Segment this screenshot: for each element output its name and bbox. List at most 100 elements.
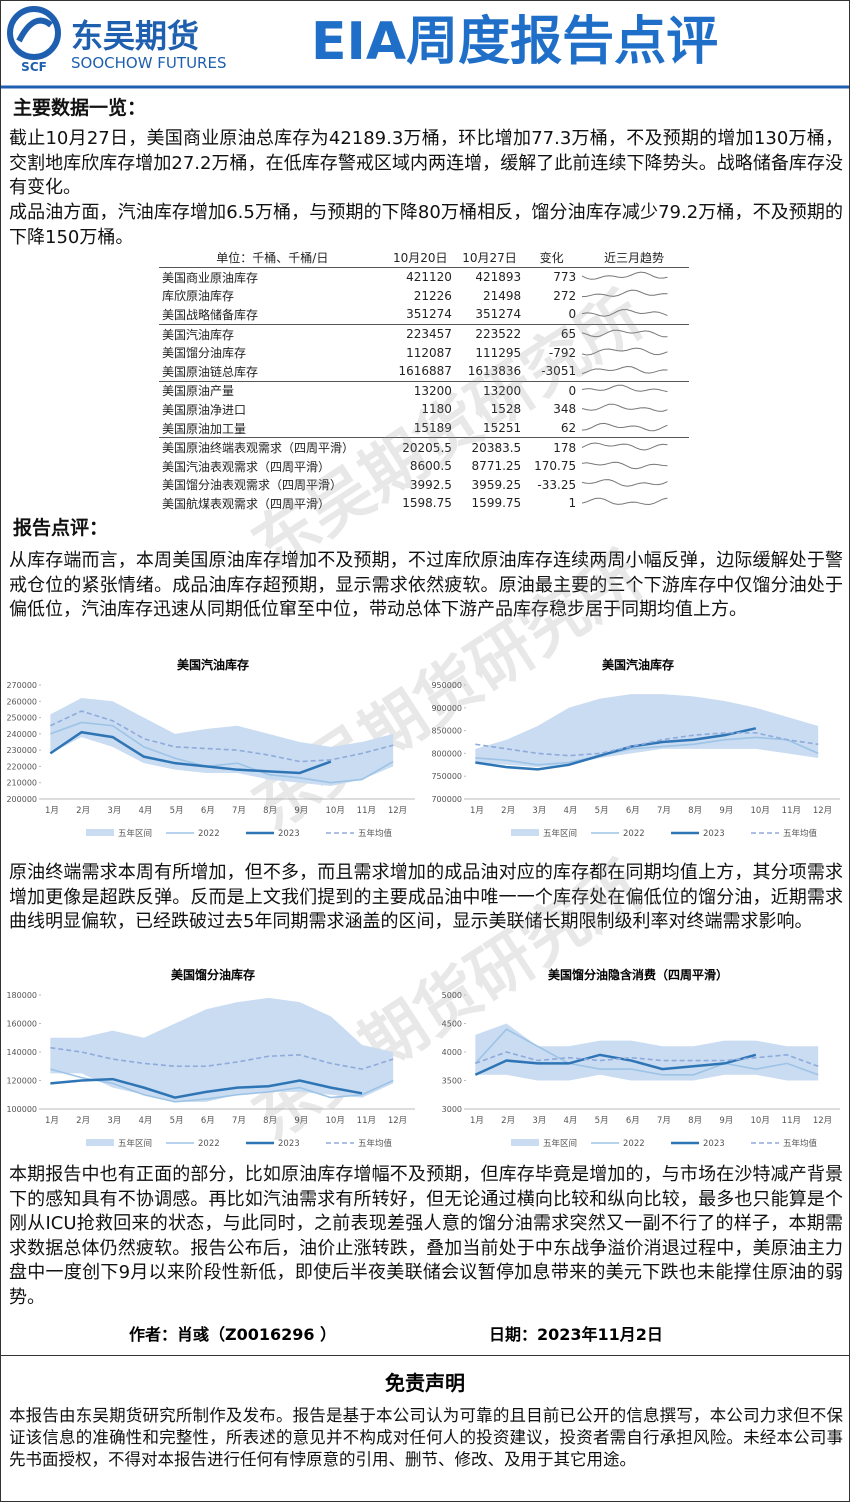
x-tick-label: 1月 (470, 806, 484, 816)
cell-number: 13200 (482, 383, 522, 398)
cell-sparkline (579, 381, 689, 400)
cell-number: 3992.5 (409, 477, 452, 492)
cell-number: 272 (553, 288, 577, 303)
cell-number: 20205.5 (402, 440, 452, 455)
cell-number: 773 (553, 270, 577, 285)
cell-number: 111295 (475, 345, 522, 360)
cell-label: 美国原油净进口 (162, 402, 247, 417)
table-header-row: 单位：千桶、千桶/日 10月20日 10月27日 变化 近三月趋势 (159, 247, 689, 268)
sparkline (581, 442, 668, 451)
cell-number: 1613836 (454, 361, 525, 382)
sparkline (581, 497, 668, 505)
chart-title: 美国馏分油隐含消费（四周平滑） (548, 967, 728, 982)
cell-sparkline (579, 438, 689, 457)
paragraph: 从库存端而言，本周美国原油库存增加不及预期，不过库欣原油库存连续两周小幅反弹，边… (9, 550, 843, 620)
x-tick-label: 7月 (232, 806, 246, 816)
footer-rule (1, 1355, 849, 1356)
cell-sparkline (579, 287, 689, 306)
x-tick-label: 12月 (388, 1116, 407, 1126)
column-header: 10月20日 (385, 247, 455, 268)
cell-number: 223457 (406, 327, 452, 342)
sparkline (581, 403, 668, 412)
legend-label: 2022 (198, 829, 220, 839)
author: 作者：肖彧（Z0016296 ） (129, 1325, 337, 1344)
column-header: 单位：千桶、千桶/日 (159, 247, 386, 268)
sparkline-path (581, 365, 668, 374)
cell-label: 美国原油终端表观需求（四周平滑） (162, 441, 355, 456)
table-row: 美国战略储备库存 351274 351274 0 (159, 305, 689, 325)
cell-sparkline (579, 268, 689, 287)
y-tick-label: 220000 (6, 762, 37, 771)
sparkline-path (582, 309, 668, 317)
data-table: 单位：千桶、千桶/日 10月20日 10月27日 变化 近三月趋势 美国商业原油库存 421… (159, 247, 689, 513)
y-tick-label: 120000 (6, 1077, 37, 1086)
y-tick-label: 700000 (431, 795, 462, 804)
y-tick-label: 260000 (6, 697, 37, 706)
paragraph: 截止10月27日，美国商业原油总库存为42189.3万桶，环比增加77.3万桶，… (9, 128, 843, 198)
sparkline (581, 365, 668, 374)
y-tick-label: 200000 (6, 795, 37, 804)
y-tick-label: 800000 (431, 749, 462, 758)
range-band (475, 1023, 819, 1081)
cell-number: 1599.75 (471, 496, 522, 511)
sparkline (582, 289, 668, 298)
x-tick-label: 11月 (782, 1116, 801, 1126)
y-tick-label: 100000 (6, 1105, 37, 1114)
sparkline (581, 329, 668, 337)
chart: 美国馏分油库存 100000 120000 140000 160000 180000 1月 2… (6, 967, 415, 1149)
x-tick-label: 10月 (326, 806, 345, 816)
legend-label: 2022 (623, 829, 645, 839)
cell-number: 1180 (421, 402, 452, 417)
sparkline (582, 422, 668, 431)
range-band (50, 698, 394, 786)
paragraph: 成品油方面，汽油库存增加6.5万桶，与预期的下降80万桶相反，馏分油库存减少79… (9, 202, 843, 248)
section-heading: 报告点评： (13, 517, 109, 539)
y-tick-label: 5000 (442, 991, 462, 1000)
series-line (475, 1051, 819, 1068)
cell-number: 0 (568, 383, 577, 398)
cell-number: 15189 (385, 418, 455, 439)
cell-label: 美国馏分油库存 (162, 346, 247, 361)
sparkline-path (582, 461, 668, 470)
legend-swatch (511, 829, 539, 836)
x-tick-label: 5月 (170, 1116, 184, 1126)
x-tick-label: 1月 (45, 806, 59, 816)
cell-number: 21226 (413, 288, 452, 303)
y-tick-label: 180000 (6, 991, 37, 1000)
x-tick-label: 3月 (107, 806, 121, 816)
sparkline-path (581, 271, 668, 280)
x-tick-label: 7月 (657, 806, 671, 816)
series-line (475, 736, 819, 766)
legend-label: 五年均值 (358, 1138, 393, 1149)
x-tick-label: 5月 (595, 1116, 609, 1126)
legend-label: 五年区间 (118, 1138, 152, 1149)
cell-number: 223522 (475, 327, 522, 342)
series-line (50, 1077, 363, 1099)
x-tick-label: 10月 (326, 1116, 345, 1126)
sparkline-path (582, 289, 668, 298)
legend-label: 2022 (623, 1139, 645, 1149)
series-line (475, 732, 819, 757)
table-row: 美国馏分油表观需求（四周平滑） 3992.5 3959.25 -33.25 (159, 476, 689, 495)
chart-title: 美国汽油库存 (602, 657, 674, 672)
paragraph: 原油终端需求本周有所增加，但不多，而且需求增加的成品油对应的库存都在同期均值上方… (9, 862, 843, 932)
cell-number: 62 (524, 418, 580, 439)
cell-number: 65 (560, 327, 577, 342)
sparkline-path (582, 422, 668, 431)
table-row: 美国航煤表观需求（四周平滑） 1598.75 1599.75 1 (159, 494, 689, 513)
cell-sparkline (579, 324, 689, 343)
cell-sparkline (579, 418, 689, 439)
cell-number: 1598.75 (402, 496, 452, 511)
y-tick-label: 160000 (6, 1020, 37, 1029)
cell-label: 美国原油加工量 (159, 418, 386, 439)
series-line (474, 1028, 819, 1076)
cell-label: 美国航煤表观需求（四周平滑） (162, 496, 331, 511)
x-tick-label: 6月 (626, 1116, 640, 1126)
cell-label: 库欣原油库存 (162, 289, 235, 304)
chart-title: 美国汽油库存 (177, 657, 249, 672)
legend-label: 五年均值 (783, 828, 818, 839)
cell-number: 13200 (413, 383, 452, 398)
cell-number: 1528 (490, 402, 522, 417)
cell-label: 美国原油链总库存 (159, 361, 386, 382)
